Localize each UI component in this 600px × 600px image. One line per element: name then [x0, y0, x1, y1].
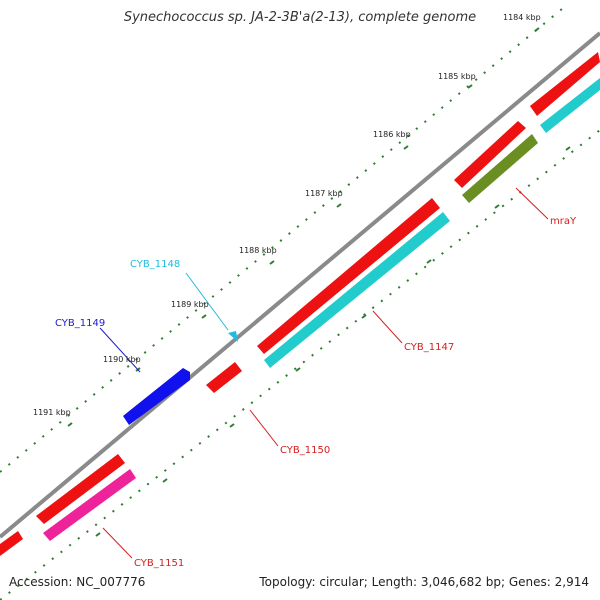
gene-label-CYB_1148: CYB_1148 — [130, 259, 180, 270]
gene-block-bottomleft[interactable] — [0, 531, 23, 556]
gene-label-mraY: mraY — [550, 216, 577, 227]
tick-label-1190: 1190 kbp — [103, 355, 141, 364]
gene-labels: mraY CYB_1147 CYB_1148 CYB_1149 CYB_1150… — [55, 216, 577, 569]
tick-label-1186: 1186 kbp — [373, 130, 411, 139]
gene-block-CYB_1151-pink[interactable] — [43, 469, 136, 541]
tick-label-1187: 1187 kbp — [305, 189, 343, 198]
inner-major-ticks — [95, 146, 571, 537]
gene-label-CYB_1147: CYB_1147 — [404, 342, 454, 353]
outer-major-ticks — [67, 27, 540, 427]
tick-label-1191: 1191 kbp — [33, 408, 71, 417]
secondary-track — [43, 78, 600, 541]
gene-label-CYB_1149: CYB_1149 — [55, 318, 105, 329]
gene-label-CYB_1150: CYB_1150 — [280, 445, 330, 456]
genome-title: Synechococcus sp. JA-2-3B'a(2-13), compl… — [123, 10, 477, 25]
gene-block-mraY[interactable] — [462, 134, 538, 203]
scale-tick-labels: 1184 kbp 1185 kbp 1186 kbp 1187 kbp 1188… — [33, 13, 541, 417]
gene-label-CYB_1151: CYB_1151 — [134, 558, 184, 569]
gene-block-cyan-topright[interactable] — [540, 78, 600, 133]
tick-label-1185: 1185 kbp — [438, 72, 476, 81]
accession-text: Accession: NC_007776 — [9, 575, 146, 589]
forward-cds-track — [0, 52, 600, 556]
tick-label-1189: 1189 kbp — [171, 300, 209, 309]
gene-block-CYB_1151[interactable] — [36, 454, 125, 524]
callout-lines — [99, 187, 549, 559]
gene-block-CYB_1148[interactable] — [228, 331, 238, 342]
gene-block-CYB_1149[interactable] — [123, 368, 190, 425]
tick-label-1184: 1184 kbp — [503, 13, 541, 22]
genome-backbone — [0, 31, 600, 539]
gene-block-topright[interactable] — [530, 52, 600, 116]
tick-label-1188: 1188 kbp — [239, 246, 277, 255]
gene-block-CYB_1150[interactable] — [206, 362, 242, 393]
inner-scale-band — [0, 129, 600, 600]
gene-block-CYB_1147[interactable] — [257, 198, 440, 354]
gene-block-mraY-red[interactable] — [454, 121, 526, 188]
gene-block-CYB_1147-cyan[interactable] — [264, 212, 450, 368]
outer-scale-band — [0, 3, 569, 473]
genome-summary-text: Topology: circular; Length: 3,046,682 bp… — [259, 575, 589, 589]
